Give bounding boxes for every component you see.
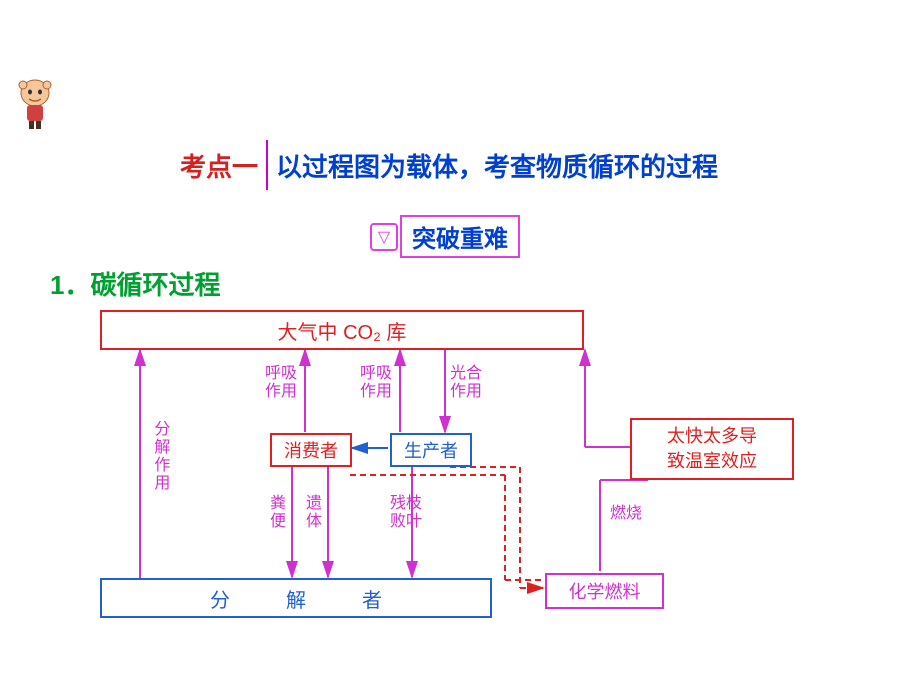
header-divider bbox=[266, 140, 268, 190]
badge-icon: ▽ bbox=[370, 223, 398, 251]
carbon-cycle-diagram: 大气中 CO₂ 库 消费者 生产者 分 解 者 化学燃料 太快太多导 致温室效应… bbox=[100, 310, 820, 620]
label-burn: 燃烧 bbox=[610, 505, 642, 523]
node-greenhouse: 太快太多导 致温室效应 bbox=[630, 418, 794, 480]
label-decompose: 分解作用 bbox=[150, 420, 168, 492]
label-photo: 光合 作用 bbox=[450, 365, 482, 402]
node-producer: 生产者 bbox=[390, 433, 472, 467]
badge-text: 突破重难 bbox=[400, 215, 520, 258]
node-consumer: 消费者 bbox=[270, 433, 352, 467]
kaodian-title: 以过程图为载体，考查物质循环的过程 bbox=[276, 147, 718, 184]
header: 考点一 以过程图为载体，考查物质循环的过程 bbox=[180, 140, 718, 190]
node-co2: 大气中 CO₂ 库 bbox=[100, 310, 584, 350]
badge: ▽ 突破重难 bbox=[370, 215, 520, 258]
kaodian-label: 考点一 bbox=[180, 147, 258, 184]
label-resp2: 呼吸 作用 bbox=[360, 365, 392, 402]
label-remains: 遗 体 bbox=[306, 495, 322, 532]
node-fuel: 化学燃料 bbox=[545, 573, 664, 609]
node-decomposer: 分 解 者 bbox=[100, 578, 492, 618]
label-resp1: 呼吸 作用 bbox=[265, 365, 297, 402]
cartoon-figure bbox=[10, 75, 60, 130]
label-litter: 残枝 败叶 bbox=[390, 495, 422, 532]
section-title: 1．碳循环过程 bbox=[50, 265, 220, 302]
label-feces: 粪 便 bbox=[270, 495, 286, 532]
